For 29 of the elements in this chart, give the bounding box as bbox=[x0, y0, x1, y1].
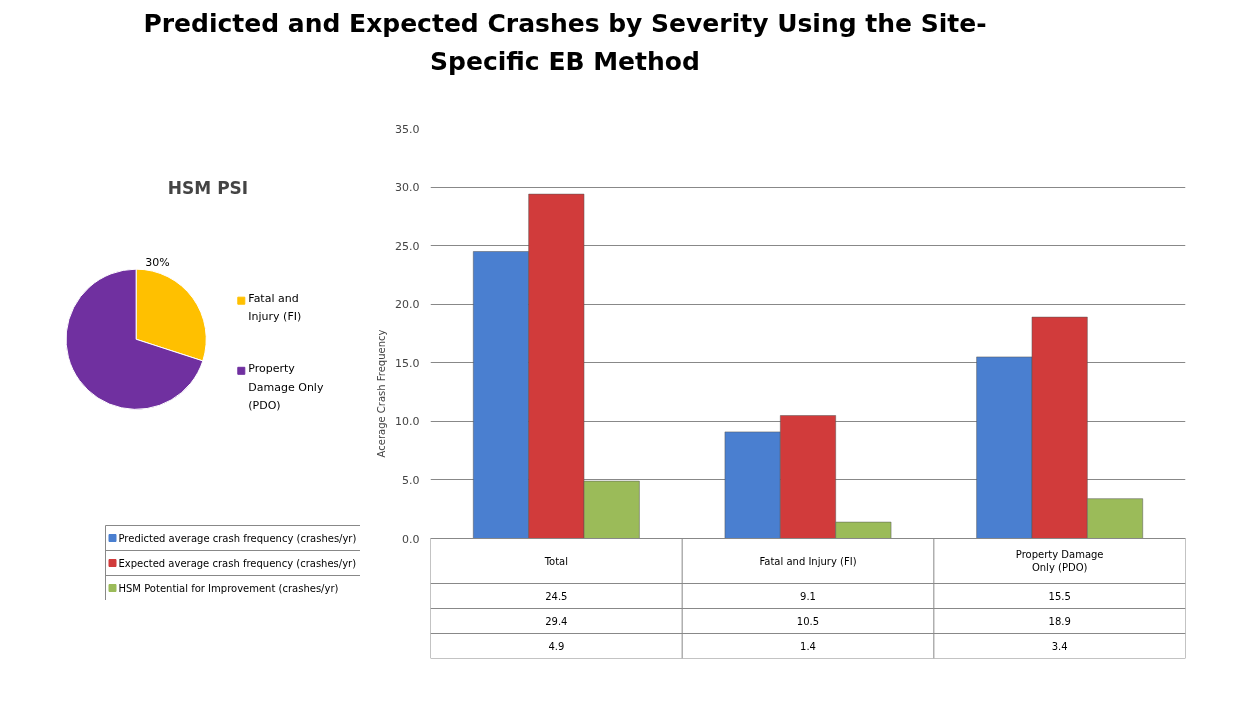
y-tick-label: 10.0 bbox=[395, 415, 420, 429]
y-tick-label: 15.0 bbox=[395, 356, 420, 370]
y-tick-label: 20.0 bbox=[395, 298, 420, 312]
y-tick-label: 25.0 bbox=[395, 239, 420, 253]
data-label: 4.9 bbox=[548, 641, 565, 652]
data-label: 29.4 bbox=[545, 616, 568, 627]
data-label: 1.4 bbox=[800, 641, 816, 652]
legend-label: Expected average crash frequency (crashes/yr) bbox=[118, 557, 357, 569]
y-axis-title: Acerage Crash Frequency bbox=[376, 329, 388, 458]
legend-label: Fatal and Injury (FI) bbox=[248, 292, 302, 324]
x-tick-label: Total bbox=[543, 555, 569, 567]
data-label: 24.5 bbox=[545, 591, 568, 602]
legend-label: Predicted average crash frequency (crashes/yr) bbox=[118, 532, 357, 544]
legend-label: Property Damage Only (PDO) bbox=[248, 362, 324, 412]
legend-label: HSM Potential for Improvement (crashes/yr) bbox=[118, 582, 339, 594]
x-tick-label: Fatal and Injury (FI) bbox=[759, 555, 857, 567]
data-label: 10.5 bbox=[796, 616, 820, 627]
data-label: 9.1 bbox=[800, 591, 816, 602]
y-tick-label: 30.0 bbox=[395, 181, 420, 195]
y-tick-label: 35.0 bbox=[395, 122, 420, 136]
data-label: 30% bbox=[145, 256, 170, 270]
data-label: 15.5 bbox=[1048, 591, 1071, 602]
data-label: 18.9 bbox=[1048, 616, 1071, 627]
chart-title: Predicted and Expected Crashes by Severity Using the Site-Specific EB Method bbox=[142, 8, 988, 78]
chart-title: HSM PSI bbox=[167, 177, 249, 198]
x-tick-label: Property Damage Only (PDO) bbox=[1015, 548, 1104, 574]
y-tick-label: 5.0 bbox=[402, 473, 420, 487]
y-tick-label: 0.0 bbox=[402, 532, 420, 546]
data-label: 3.4 bbox=[1051, 641, 1068, 652]
